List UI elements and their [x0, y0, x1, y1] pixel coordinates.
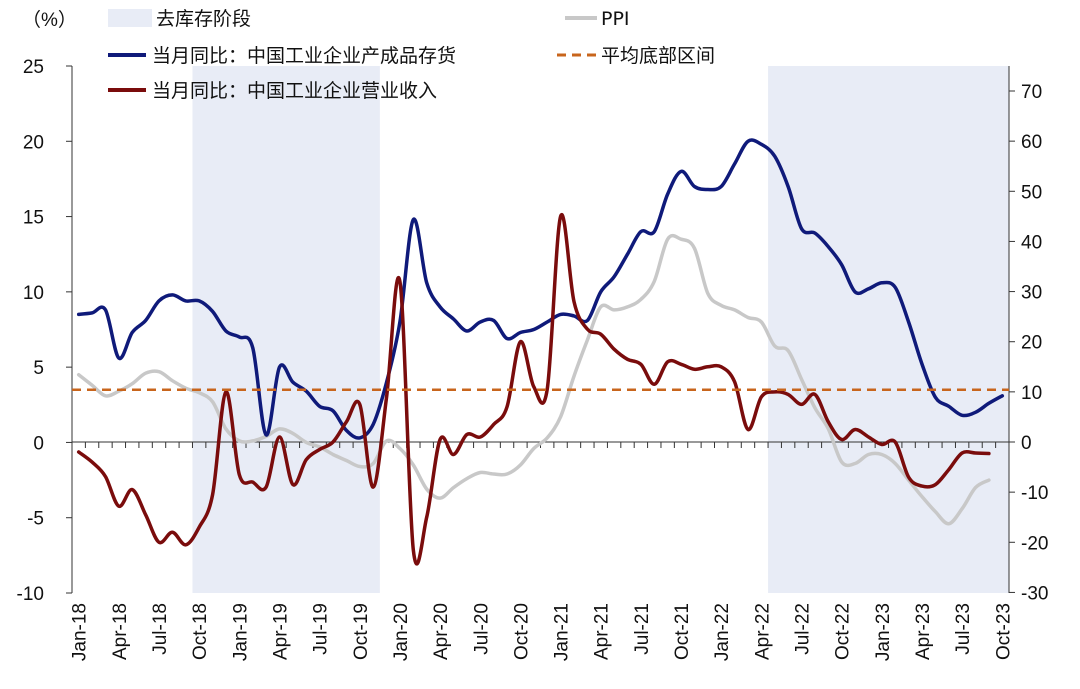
- x-tick-label: Apr-21: [592, 603, 613, 660]
- legend-label-inventory: 当月同比：中国工业企业产成品存货: [152, 45, 456, 67]
- legend-label-shade: 去库存阶段: [156, 8, 251, 30]
- right-tick-label: -30: [1021, 583, 1048, 604]
- legend-label-revenue: 当月同比：中国工业企业营业收入: [152, 80, 437, 102]
- right-tick-label: 40: [1021, 232, 1042, 253]
- x-tick-label: Jul-19: [311, 603, 332, 655]
- left-tick-label: -10: [17, 584, 44, 605]
- x-tick-label: Apr-20: [431, 603, 452, 660]
- left-tick-label: 10: [23, 283, 44, 304]
- x-tick-label: Jul-20: [471, 603, 492, 655]
- x-tick-label: Jul-23: [953, 603, 974, 655]
- x-tick-label: Apr-22: [752, 603, 773, 660]
- right-tick-label: 30: [1021, 283, 1042, 304]
- x-tick-label: Oct-21: [672, 603, 693, 660]
- left-tick-label: 5: [33, 358, 44, 379]
- x-tick-label: Apr-19: [270, 603, 291, 660]
- right-tick-label: 50: [1021, 182, 1042, 203]
- x-tick-label: Oct-19: [351, 603, 372, 660]
- left-tick-label: 15: [23, 208, 44, 229]
- left-tick-label: 25: [23, 57, 44, 78]
- left-tick-label: 0: [33, 433, 44, 454]
- x-tick-label: Jan-18: [70, 603, 91, 661]
- x-tick-label: Apr-23: [913, 603, 934, 660]
- x-tick-label: Jul-22: [793, 603, 814, 655]
- legend-label-avg-bottom: 平均底部区间: [601, 45, 715, 67]
- x-tick-label: Jul-18: [150, 603, 171, 655]
- axes: -10 -5 0 5 10 15 20 25 -30 -20 -10 0 10 20 30 40 50 60 70 J…: [17, 57, 1049, 661]
- x-tick-label: Jan-22: [712, 603, 733, 661]
- series-line-ppi: [76, 233, 991, 526]
- legend: 去库存阶段 PPI 当月同比：中国工业企业产成品存货 平均底部区间 当月同比：中…: [108, 8, 715, 102]
- series-line-revenue: [76, 212, 991, 566]
- right-tick-label: 70: [1021, 82, 1042, 103]
- shaded-period-2: [768, 66, 1009, 593]
- right-tick-label: 10: [1021, 383, 1042, 404]
- x-tick-label: Jan-19: [230, 603, 251, 661]
- left-tick-label: -5: [27, 509, 44, 530]
- right-tick-label: -10: [1021, 483, 1048, 504]
- right-tick-label: 20: [1021, 333, 1042, 354]
- legend-label-ppi: PPI: [601, 8, 630, 30]
- right-tick-label: -20: [1021, 533, 1048, 554]
- series: [72, 138, 1009, 566]
- x-tick-label: Oct-20: [511, 603, 532, 660]
- shaded-periods: [192, 66, 1009, 593]
- x-tick-label: Oct-22: [833, 603, 854, 660]
- shaded-period-1: [192, 66, 380, 593]
- x-tick-label: Oct-23: [993, 603, 1014, 660]
- x-tick-label: Jan-23: [873, 603, 894, 661]
- legend-swatch-shade: [108, 9, 152, 27]
- series-line-inventory: [76, 138, 1005, 440]
- unit-label: （%）: [22, 9, 77, 31]
- right-tick-label: 60: [1021, 132, 1042, 153]
- x-tick-label: Jan-21: [552, 603, 573, 661]
- x-tick-label: Jul-21: [632, 603, 653, 655]
- x-tick-label: Jan-20: [391, 603, 412, 661]
- left-tick-label: 20: [23, 132, 44, 153]
- x-tick-label: Oct-18: [190, 603, 211, 660]
- right-tick-label: 0: [1021, 433, 1032, 454]
- x-tick-label: Apr-18: [110, 603, 131, 660]
